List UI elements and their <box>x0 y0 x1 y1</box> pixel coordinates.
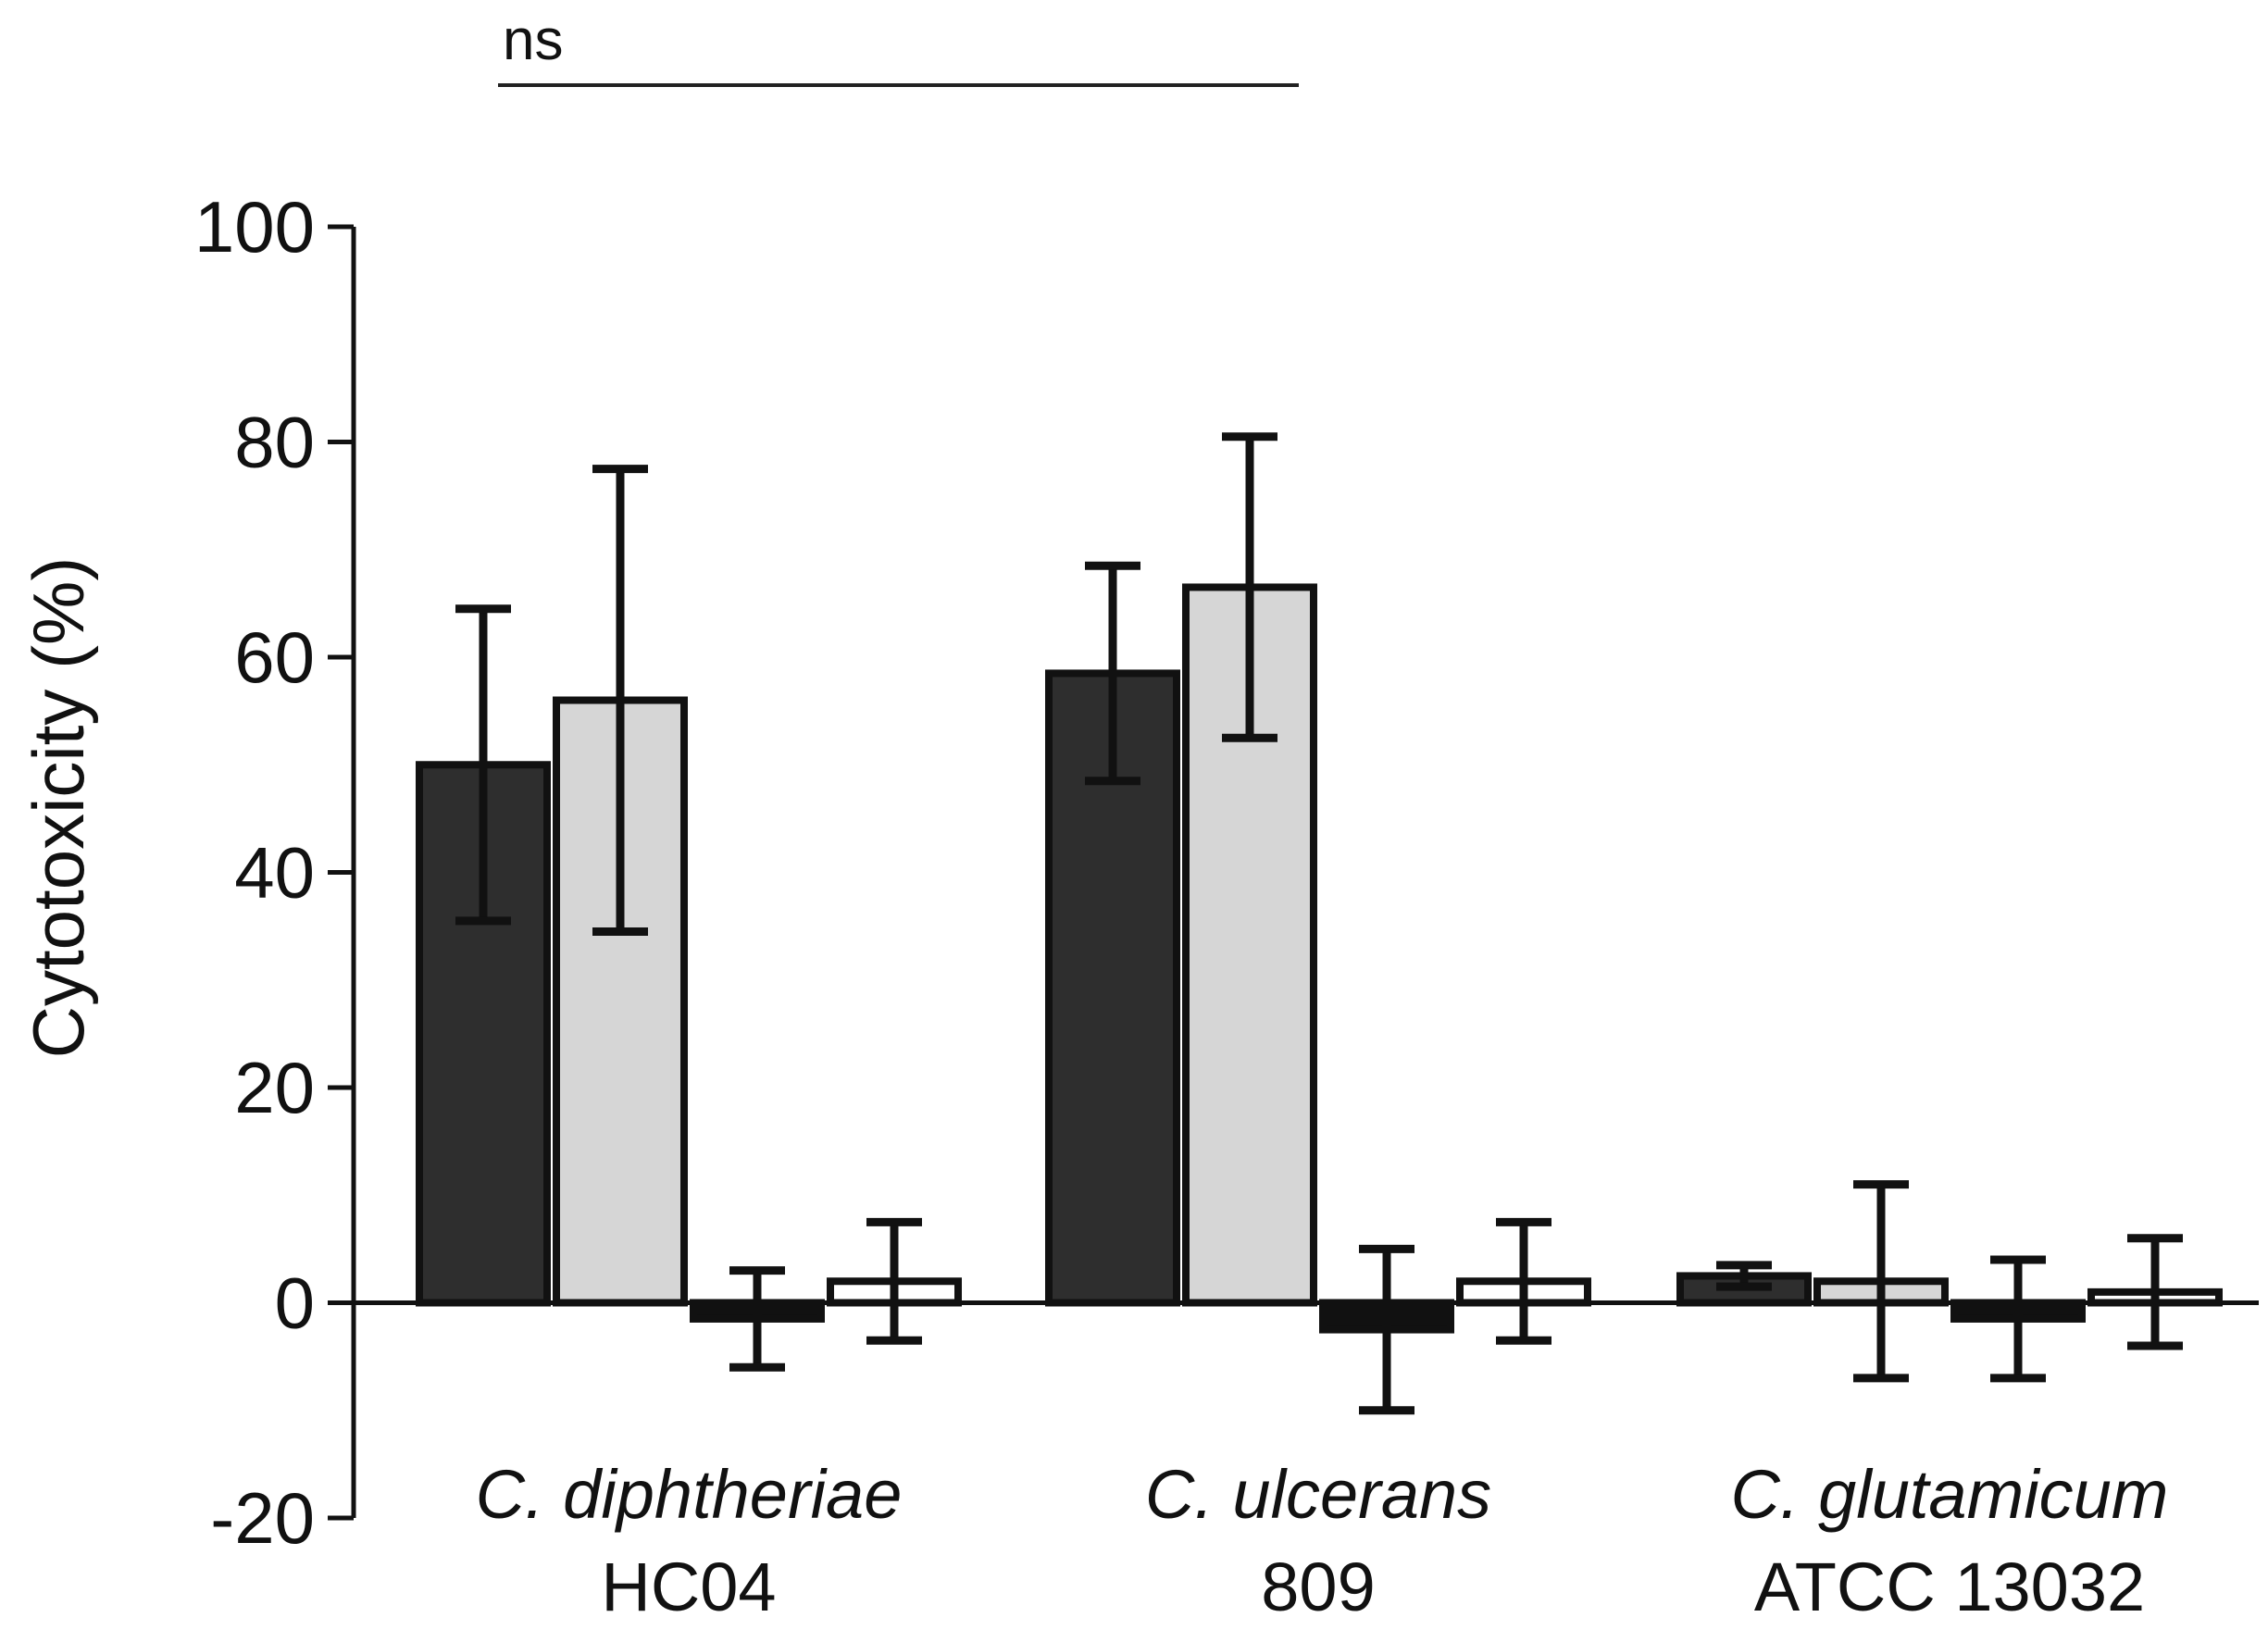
significance-label: ns <box>503 8 563 72</box>
category-strain-label: 809 <box>1261 1549 1375 1625</box>
x-category-labels: C. diphtheriae HC04 C. ulcerans 809 C. gluta… <box>476 1456 2169 1625</box>
error-bars <box>455 432 2183 1415</box>
category-species-label: C. glutamicum <box>1731 1456 2169 1533</box>
significance-annotation: ns <box>498 8 1299 87</box>
category-species-label: C. diphtheriae <box>476 1456 903 1533</box>
y-tick-label: 60 <box>234 616 315 698</box>
y-tick-label: -20 <box>210 1477 315 1559</box>
y-axis-label: Cytotoxicity (%) <box>18 557 99 1059</box>
y-tick-label: 40 <box>234 832 315 914</box>
y-tick-label: 20 <box>234 1047 315 1128</box>
category-species-label: C. ulcerans <box>1145 1456 1491 1533</box>
y-tick-label: 80 <box>234 402 315 483</box>
y-tick-label: 100 <box>194 186 315 267</box>
y-axis: -20 0 20 40 60 80 100 <box>194 186 356 1559</box>
category-strain-label: ATCC 13032 <box>1754 1549 2145 1625</box>
category-strain-label: HC04 <box>601 1549 776 1625</box>
bars <box>416 583 2223 1334</box>
y-tick-label: 0 <box>275 1263 315 1344</box>
